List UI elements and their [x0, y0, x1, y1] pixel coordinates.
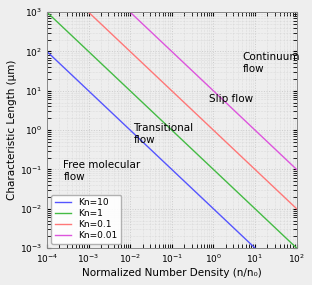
Kn=1: [295, 246, 299, 250]
Kn=10: [180, 177, 184, 181]
Line: Kn=1: Kn=1: [47, 12, 297, 248]
Kn=0.01: [194, 72, 197, 76]
Text: Slip flow: Slip flow: [209, 95, 253, 105]
Kn=10: [289, 280, 292, 283]
Y-axis label: Characteristic Length (μm): Characteristic Length (μm): [7, 60, 17, 200]
Kn=0.1: [250, 164, 253, 168]
Text: Free molecular
flow: Free molecular flow: [63, 160, 141, 182]
Kn=10: [163, 162, 167, 165]
Kn=1: [194, 151, 197, 154]
Kn=0.1: [165, 85, 169, 88]
Kn=0.01: [180, 60, 184, 63]
Kn=1: [250, 204, 253, 207]
Kn=10: [250, 243, 253, 247]
Kn=1: [163, 123, 167, 126]
Text: Continuum
flow: Continuum flow: [242, 52, 300, 74]
Kn=1: [180, 138, 184, 141]
Kn=10: [194, 190, 197, 194]
Kn=10: [165, 163, 169, 167]
Kn=0.1: [289, 201, 292, 205]
Kn=0.01: [163, 44, 167, 47]
Kn=0.1: [180, 99, 184, 102]
Kn=0.1: [194, 111, 197, 115]
Kn=10: [45, 50, 49, 53]
Kn=0.01: [295, 168, 299, 171]
Kn=1: [289, 241, 292, 244]
Kn=0.01: [289, 162, 292, 165]
Kn=0.01: [165, 45, 169, 49]
Kn=0.1: [163, 83, 167, 87]
Legend: Kn=10, Kn=1, Kn=0.1, Kn=0.01: Kn=10, Kn=1, Kn=0.1, Kn=0.01: [51, 195, 121, 243]
Line: Kn=0.1: Kn=0.1: [47, 0, 297, 209]
Line: Kn=0.01: Kn=0.01: [47, 0, 297, 169]
Kn=1: [45, 11, 49, 14]
Kn=0.1: [295, 207, 299, 210]
Kn=0.01: [250, 125, 253, 129]
Kn=1: [165, 124, 169, 127]
X-axis label: Normalized Number Density (n/n₀): Normalized Number Density (n/n₀): [82, 268, 262, 278]
Line: Kn=10: Kn=10: [47, 52, 297, 285]
Text: Transitional
flow: Transitional flow: [134, 123, 193, 145]
